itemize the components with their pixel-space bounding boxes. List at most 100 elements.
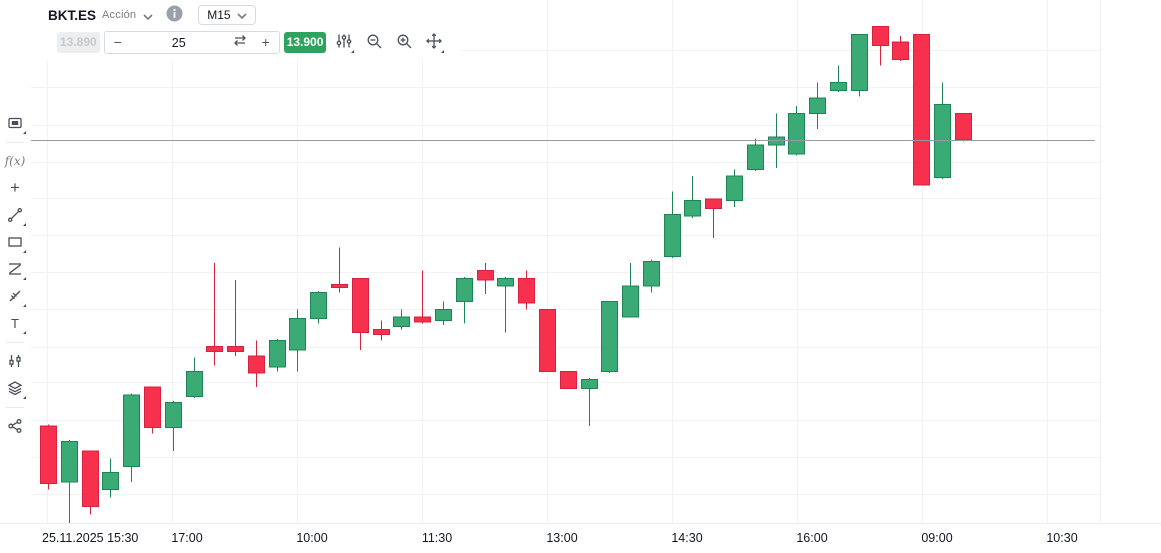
candle xyxy=(61,440,78,483)
timeframe-selector[interactable]: M15 xyxy=(198,5,256,25)
candle xyxy=(435,308,452,321)
candle xyxy=(289,318,306,351)
indicators-function-tool[interactable]: f(x) xyxy=(2,148,28,174)
symbol-name: BKT.ES xyxy=(48,7,97,23)
candle xyxy=(165,402,182,428)
candle xyxy=(955,113,972,141)
zoom-in-button[interactable] xyxy=(392,31,416,55)
submenu-marker xyxy=(23,396,26,399)
share-tool-icon xyxy=(8,419,22,433)
info-icon xyxy=(166,5,183,25)
chart-style-tool-icon xyxy=(8,117,22,129)
toolbar-divider xyxy=(6,407,24,408)
drawing-toolbar: f(x) + T xyxy=(0,0,30,524)
candle xyxy=(477,270,494,281)
candle xyxy=(456,277,473,303)
toolbar-divider xyxy=(6,342,24,343)
candle xyxy=(248,355,265,374)
candle xyxy=(643,260,660,287)
time-tick-label: 13:00 xyxy=(546,531,578,545)
time-tick-label: 09:00 xyxy=(921,531,953,545)
chart-toolbar: BKT.ES Acción M15 13.890 − xyxy=(0,0,461,60)
fibonacci-tool[interactable] xyxy=(2,256,28,282)
candle xyxy=(809,97,826,115)
submenu-marker xyxy=(23,331,26,334)
trend-line-tool-icon xyxy=(7,207,23,223)
indicator-settings-button[interactable] xyxy=(332,31,356,55)
add-plus-tool[interactable]: + xyxy=(2,175,28,201)
info-button[interactable] xyxy=(166,5,183,25)
submenu-marker xyxy=(23,131,26,134)
quantity-decrease-button[interactable]: − xyxy=(105,32,131,53)
symbol-selector[interactable]: BKT.ES Acción xyxy=(48,8,153,23)
zoom-in-icon xyxy=(396,33,413,53)
candle xyxy=(788,113,805,155)
candle xyxy=(601,301,618,373)
time-tick-label: 10:00 xyxy=(296,531,328,545)
time-tick-label: 10:30 xyxy=(1046,531,1078,545)
time-tick-label: 17:00 xyxy=(171,531,203,545)
candle xyxy=(664,214,681,258)
zoom-out-button[interactable] xyxy=(362,31,386,55)
candle xyxy=(414,316,431,323)
candle xyxy=(206,346,223,352)
swap-button[interactable] xyxy=(227,32,253,53)
price-axis[interactable]: 13.890 13.94813.92413.90013.87613.85313.… xyxy=(1100,0,1161,553)
submenu-marker xyxy=(441,49,445,53)
pattern-tool[interactable] xyxy=(2,348,28,374)
fibonacci-tool-icon xyxy=(9,263,21,275)
quantity-control: − + xyxy=(103,31,280,54)
time-tick-label: 16:00 xyxy=(796,531,828,545)
pan-button[interactable] xyxy=(422,31,446,55)
trend-line-tool[interactable] xyxy=(2,202,28,228)
chart-grid xyxy=(31,0,1101,553)
buy-price-badge[interactable]: 13.900 xyxy=(283,32,327,53)
submenu-marker xyxy=(23,250,26,253)
candle xyxy=(518,277,535,304)
candle xyxy=(82,450,99,508)
candle xyxy=(830,82,847,91)
symbol-row: BKT.ES Acción M15 xyxy=(48,4,446,26)
indicator-sliders-icon xyxy=(335,32,353,53)
candles-layer xyxy=(40,26,972,529)
layers-tool[interactable] xyxy=(2,375,28,401)
candle xyxy=(393,316,410,328)
candle xyxy=(269,339,286,368)
layers-tool-icon xyxy=(7,381,23,396)
instrument-type: Acción xyxy=(102,9,137,21)
share-tool[interactable] xyxy=(2,413,28,439)
text-tool[interactable]: T xyxy=(2,310,28,336)
candle xyxy=(331,284,348,289)
candle xyxy=(102,472,119,491)
candle xyxy=(227,346,244,352)
quantity-increase-button[interactable]: + xyxy=(253,32,279,53)
candle xyxy=(144,386,161,428)
submenu-marker xyxy=(23,304,26,307)
candle xyxy=(872,26,889,46)
candle xyxy=(373,329,390,335)
chevron-down-icon xyxy=(237,8,247,22)
chart-style-tool[interactable] xyxy=(2,110,28,136)
candle xyxy=(892,41,909,60)
rectangle-tool[interactable] xyxy=(2,229,28,255)
time-tick-label: 25.11.2025 15:30 xyxy=(42,531,139,545)
candle xyxy=(726,175,743,202)
candle xyxy=(851,33,868,91)
candle xyxy=(581,378,598,390)
candle xyxy=(539,308,556,373)
time-tick-label: 11:30 xyxy=(421,531,453,545)
sell-price-badge[interactable]: 13.890 xyxy=(57,32,100,53)
candle xyxy=(310,291,327,320)
quantity-input[interactable] xyxy=(130,34,227,51)
candle xyxy=(913,33,930,186)
submenu-marker xyxy=(23,277,26,280)
chevron-down-icon xyxy=(143,8,153,23)
candle xyxy=(186,371,203,397)
timeframe-value: M15 xyxy=(207,8,231,22)
submenu-marker xyxy=(351,49,355,53)
time-axis[interactable]: 25.11.2025 15:30 17:00 10:00 11:30 13:00 14:3… xyxy=(0,523,1161,553)
time-tick-label: 14:30 xyxy=(671,531,703,545)
brush-tool[interactable] xyxy=(2,283,28,309)
candle xyxy=(622,285,639,318)
